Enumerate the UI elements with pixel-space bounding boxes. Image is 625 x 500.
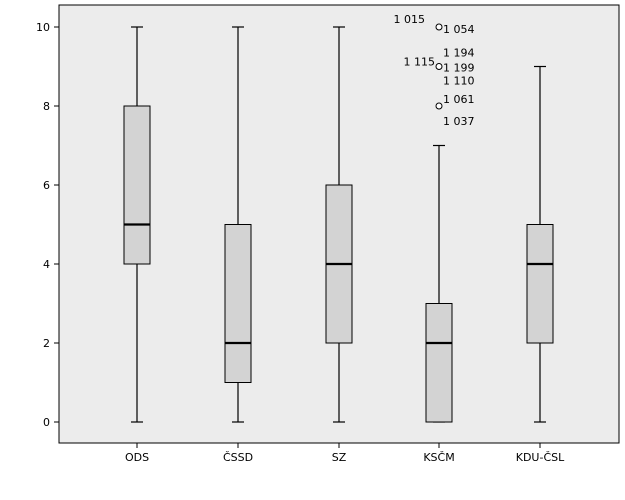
- y-tick-label: 2: [43, 337, 50, 350]
- outlier-point: [435, 23, 443, 31]
- iqr-box: [526, 224, 554, 344]
- outlier-label: 1 015: [394, 13, 426, 26]
- outlier-label: 1 054: [443, 23, 475, 36]
- outlier-point: [435, 63, 443, 70]
- y-tick-label: 10: [36, 21, 50, 34]
- x-tick-label: ODS: [125, 451, 149, 464]
- outlier-label: 1 199: [443, 62, 475, 75]
- y-tick-label: 4: [43, 258, 50, 271]
- outlier-label: 1 110: [443, 75, 475, 88]
- box-sz: [325, 26, 353, 423]
- iqr-box: [224, 224, 252, 383]
- box-kdu-čsl: [526, 65, 554, 423]
- y-tick-label: 6: [43, 179, 50, 192]
- x-tick-label: KDU-ČSL: [516, 451, 565, 464]
- x-axis: ODS ČSSD SZ KSČM KDU-ČSL: [125, 443, 565, 464]
- outlier-label: 1 115: [404, 56, 436, 69]
- iqr-box: [425, 303, 453, 423]
- outlier-point: [435, 102, 443, 110]
- outlier-label: 1 061: [443, 93, 475, 106]
- box-ods: [123, 26, 151, 423]
- box-čssd: [224, 26, 252, 423]
- x-tick-label: ČSSD: [223, 451, 253, 464]
- y-axis: 0 2 4 6 8 10: [36, 21, 59, 429]
- y-tick-label: 0: [43, 416, 50, 429]
- x-tick-label: KSČM: [423, 451, 454, 464]
- x-tick-label: SZ: [332, 451, 347, 464]
- y-tick-label: 8: [43, 100, 50, 113]
- iqr-box: [123, 105, 151, 265]
- outlier-label: 1 037: [443, 115, 475, 128]
- outlier-label: 1 194: [443, 47, 475, 60]
